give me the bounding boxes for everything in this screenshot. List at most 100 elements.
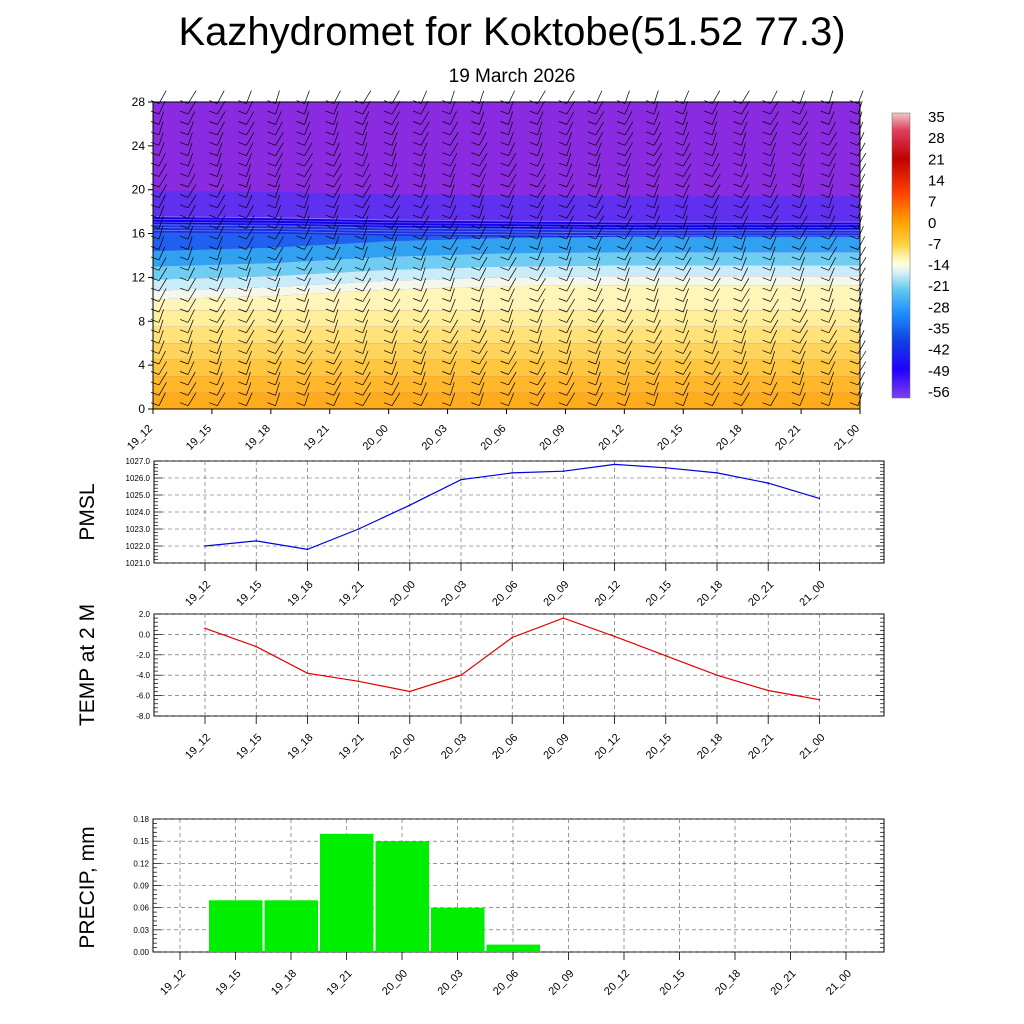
- wind-barb: [216, 257, 222, 271]
- wind-barb: [537, 246, 543, 261]
- wind-barb: [791, 194, 800, 198]
- wind-barb: [616, 256, 626, 261]
- wind-barb: [733, 141, 742, 146]
- wind-barb: [362, 298, 371, 313]
- heatmap-band: [153, 236, 860, 267]
- wind-barb: [179, 256, 189, 261]
- wind-barb: [645, 183, 655, 188]
- wind-barb: [479, 330, 487, 344]
- wind-barb: [849, 110, 859, 115]
- wind-barb: [216, 319, 225, 333]
- precip-bar: [264, 900, 318, 952]
- wind-barb: [849, 256, 859, 261]
- wind-barb: [616, 266, 626, 271]
- wind-barb: [275, 246, 284, 261]
- wind-barb: [354, 391, 364, 396]
- wind-barb: [500, 256, 509, 261]
- wind-barb: [712, 309, 718, 323]
- wind-barb: [479, 194, 484, 208]
- wind-barb: [791, 152, 800, 157]
- wind-barb: [741, 267, 749, 281]
- wind-barb: [675, 214, 684, 219]
- wind-barb: [624, 298, 631, 313]
- wind-barb: [675, 371, 684, 375]
- wind-barb: [529, 110, 538, 115]
- wind-barb: [762, 402, 771, 407]
- wind-barb: [275, 288, 280, 302]
- wind-barb: [566, 225, 573, 240]
- wind-barb: [304, 267, 313, 281]
- wind-barb: [442, 381, 451, 386]
- wind-barb: [770, 111, 779, 125]
- wind-barb: [267, 152, 276, 157]
- temp-x-tick-label: 19_12: [183, 732, 213, 762]
- wind-barb: [238, 277, 247, 282]
- wind-barb: [150, 141, 160, 146]
- wind-barb: [741, 205, 750, 219]
- wind-barb: [645, 194, 655, 198]
- colorbar-label: 28: [928, 130, 945, 147]
- wind-barb: [529, 360, 538, 365]
- wind-barb: [558, 183, 567, 188]
- wind-barb: [624, 215, 633, 229]
- wind-barb: [479, 152, 488, 167]
- wind-barb: [209, 194, 218, 198]
- precip-x-tick-label: 20_12: [602, 968, 632, 998]
- wind-barb: [362, 288, 372, 302]
- wind-barb: [471, 402, 480, 407]
- wind-barb: [682, 90, 690, 104]
- wind-barb: [733, 246, 742, 250]
- wind-barb: [246, 236, 254, 250]
- wind-barb: [566, 132, 573, 146]
- wind-barb: [791, 141, 800, 146]
- wind-barb: [645, 308, 655, 313]
- wind-barb: [238, 402, 247, 407]
- wind-barb: [420, 163, 426, 177]
- wind-barb: [712, 298, 719, 313]
- wind-barb: [449, 215, 458, 229]
- wind-barb: [849, 381, 859, 386]
- wind-barb: [158, 152, 166, 167]
- wind-barb: [595, 350, 601, 365]
- wind-barb: [383, 141, 393, 146]
- wind-barb: [238, 225, 247, 229]
- wind-barb: [500, 381, 509, 386]
- heatmap-band: [153, 252, 860, 280]
- wind-barb: [246, 392, 253, 406]
- wind-barb: [158, 371, 168, 386]
- wind-barb: [558, 402, 567, 407]
- colorbar-label: -14: [928, 257, 950, 274]
- wind-barb: [799, 277, 805, 292]
- wind-barb: [354, 339, 364, 344]
- wind-barb: [209, 266, 218, 271]
- wind-barb: [238, 110, 247, 115]
- wind-barb: [267, 381, 276, 386]
- wind-barb: [849, 266, 859, 271]
- wind-barb: [479, 288, 485, 302]
- wind-barb: [383, 339, 393, 344]
- wind-barb: [471, 235, 480, 240]
- wind-barb: [500, 360, 509, 365]
- wind-barb: [238, 162, 247, 167]
- wind-barb: [179, 277, 189, 282]
- wind-barb: [587, 308, 597, 313]
- wind-barb: [500, 329, 509, 334]
- wind-barb: [566, 100, 575, 115]
- wind-barb: [566, 361, 573, 375]
- wind-barb: [558, 298, 567, 302]
- wind-barb: [558, 141, 567, 146]
- wind-barb: [362, 184, 372, 198]
- wind-barb: [325, 194, 334, 198]
- temp-y-tick-label: 0.0: [139, 630, 151, 639]
- colorbar-label: 7: [928, 194, 936, 211]
- wind-barb: [733, 329, 742, 334]
- wind-barb: [479, 225, 487, 240]
- wind-barb: [529, 246, 538, 250]
- wind-barb: [566, 246, 572, 261]
- wind-barb: [537, 152, 544, 167]
- temp-frame: [153, 613, 885, 717]
- wind-barb: [624, 142, 633, 156]
- wind-barb: [420, 194, 428, 208]
- wind-barb: [267, 339, 276, 344]
- wind-barb: [624, 173, 630, 188]
